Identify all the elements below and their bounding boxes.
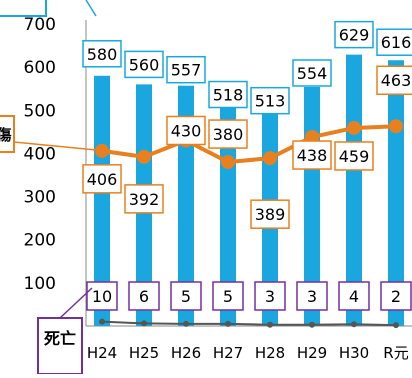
death-label-box	[128, 281, 160, 311]
x-tick-label: H27	[213, 344, 243, 362]
death-callout-leader	[59, 287, 93, 319]
death-point	[393, 322, 399, 329]
injury-point	[263, 151, 277, 166]
x-tick-label: H29	[297, 344, 327, 362]
top-callout-leader	[85, 0, 97, 17]
left-callout-leader	[13, 141, 97, 151]
y-tick-label: 600	[24, 58, 56, 78]
bar-label: 580	[87, 45, 118, 64]
injury-label: 430	[171, 121, 202, 140]
injury-label: 389	[255, 205, 286, 224]
death-point	[141, 320, 147, 327]
death-label-box	[296, 281, 328, 311]
death-label-box	[212, 281, 244, 311]
x-tick-label: H28	[255, 344, 285, 362]
y-tick-label: 700	[24, 15, 56, 35]
injury-label-box	[376, 65, 412, 95]
x-tick-label: R元	[383, 344, 408, 362]
death-label-box	[380, 281, 412, 311]
x-tick-label: H25	[129, 344, 159, 362]
bar-label-box	[292, 59, 332, 87]
bar-label: 554	[297, 64, 328, 83]
bar-label-box	[250, 86, 290, 115]
y-tick-label: 300	[24, 188, 56, 208]
injury-label: 406	[87, 170, 118, 189]
death-point	[99, 318, 105, 325]
death-label: 3	[265, 287, 275, 306]
death-point	[183, 320, 189, 327]
y-tick-label: 200	[24, 231, 56, 251]
injury-label: 438	[297, 146, 328, 165]
bar-label: 513	[255, 92, 286, 111]
injury-point	[347, 120, 361, 135]
x-tick-label: H30	[339, 344, 369, 362]
x-tick-label: H26	[171, 344, 201, 362]
death-point	[267, 321, 273, 328]
death-label: 5	[223, 287, 233, 306]
left-callout-text: 傷	[0, 126, 12, 144]
death-point	[309, 321, 315, 328]
death-label: 4	[349, 287, 359, 306]
injury-label-box	[334, 141, 374, 171]
injury-point	[221, 155, 235, 170]
injury-label-box	[292, 140, 332, 170]
injury-point	[389, 119, 403, 134]
injury-point	[137, 149, 151, 164]
injury-label-box	[208, 119, 248, 149]
y-tick-label: 400	[24, 144, 56, 164]
death-label-box	[254, 281, 286, 311]
death-callout-text: 死亡	[44, 329, 76, 348]
y-tick-label: 100	[24, 274, 56, 294]
death-label: 3	[307, 287, 317, 306]
bar-label-box	[124, 50, 164, 79]
bar-label: 629	[339, 26, 370, 45]
death-line	[101, 320, 397, 327]
injury-label-box	[250, 199, 290, 229]
bar-label-box	[334, 20, 374, 49]
death-point	[225, 320, 231, 327]
injury-label: 459	[339, 147, 370, 166]
bar-label: 557	[171, 61, 202, 80]
death-label: 6	[139, 287, 149, 306]
death-label: 5	[181, 287, 191, 306]
injury-line	[101, 124, 397, 165]
death-label: 2	[391, 287, 401, 306]
callouts: 傷 死亡	[0, 0, 97, 375]
death-label-box	[170, 281, 202, 311]
bar-label-box	[208, 80, 248, 109]
injury-label: 463	[381, 71, 412, 90]
bar-label: 616	[381, 33, 412, 52]
bar-label: 560	[129, 55, 160, 74]
injury-label-box	[124, 184, 164, 214]
injury-point	[95, 143, 109, 158]
bar-label-box	[376, 28, 412, 56]
bar-label: 518	[213, 86, 244, 105]
bar-label-box	[166, 55, 206, 84]
injury-label-box	[82, 164, 122, 194]
death-point	[351, 321, 357, 328]
death-label-box	[338, 281, 370, 311]
x-tick-label: H24	[87, 344, 117, 362]
top-callout-box	[0, 0, 47, 17]
bar	[94, 75, 110, 327]
injury-label: 392	[129, 190, 160, 209]
injury-label-box	[166, 115, 206, 146]
injury-label: 380	[213, 125, 244, 144]
death-label: 10	[92, 287, 112, 306]
y-tick-label: 500	[24, 101, 56, 121]
death-label-box	[86, 281, 118, 311]
bar-label-box	[82, 40, 122, 68]
left-callout-box	[0, 115, 15, 153]
